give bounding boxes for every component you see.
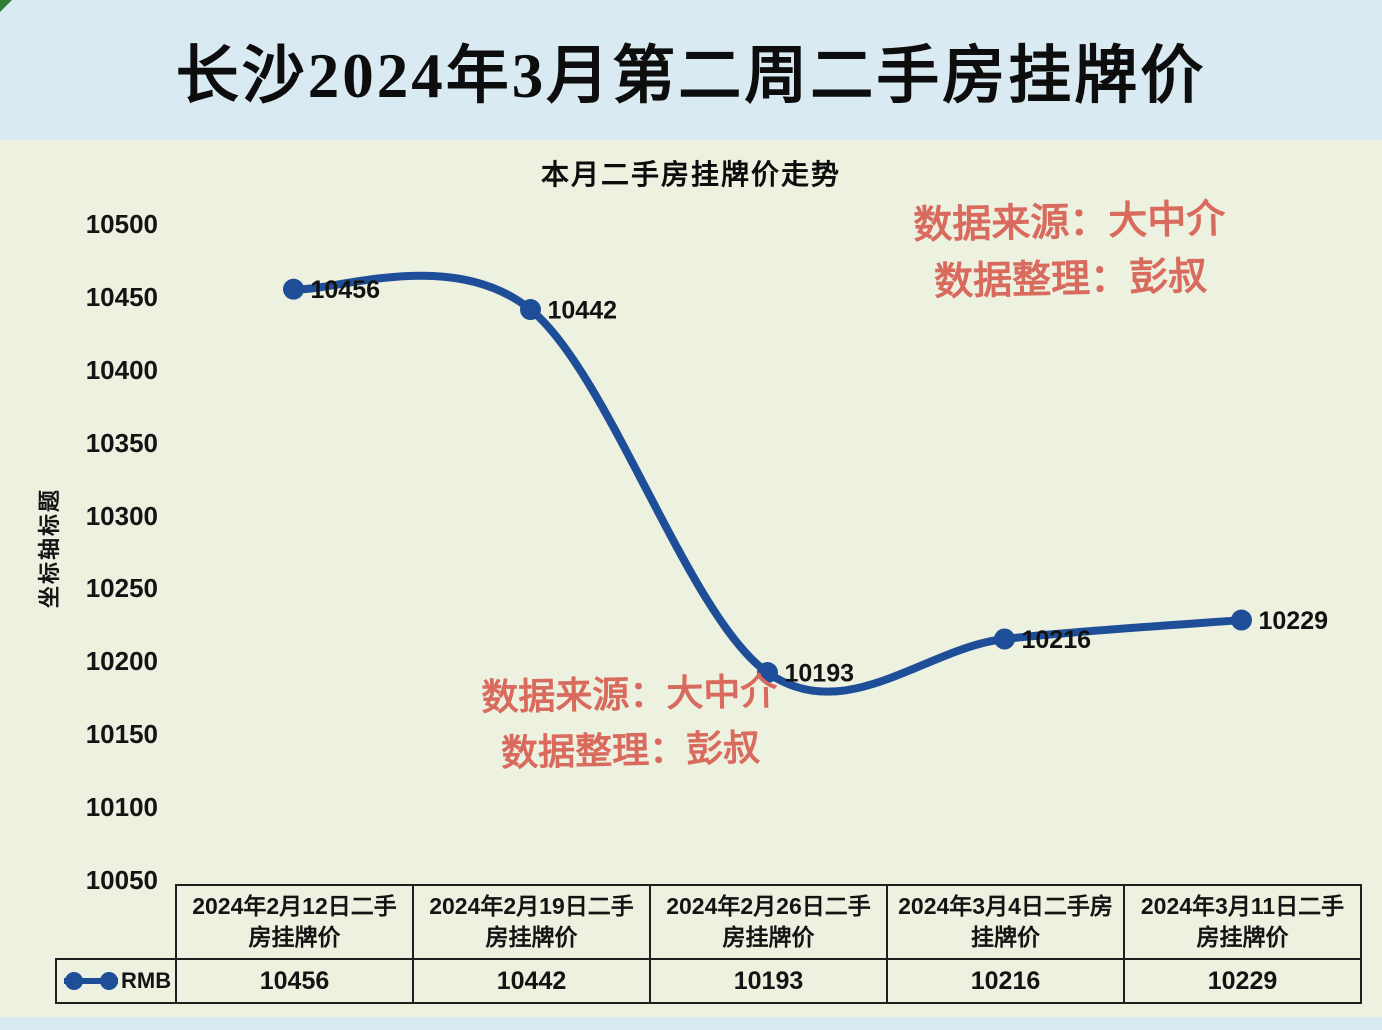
watermark-center: 数据来源：大中介 数据整理：彭叔 (419, 664, 841, 784)
watermark-source-line: 数据来源：大中介 (481, 671, 778, 720)
watermark-top-right: 数据来源：大中介 数据整理：彭叔 (849, 190, 1291, 312)
table-corner-empty-cell (56, 885, 176, 959)
table-value-cell: 10456 (175, 958, 414, 1004)
data-point-marker (994, 628, 1015, 650)
y-axis-tick-label: 10200 (85, 646, 158, 677)
table-value-cell: 10216 (886, 958, 1125, 1004)
table-value-cell: 10193 (649, 958, 888, 1004)
y-axis-tick-label: 10300 (85, 500, 158, 531)
table-value-row: RMB 10456 10442 10193 10216 10229 (55, 958, 1362, 1004)
bottom-strip (0, 1017, 1382, 1030)
series-line (289, 271, 1246, 696)
data-table: 2024年2月12日二手房挂牌价 2024年2月19日二手房挂牌价 2024年2月2… (55, 884, 1362, 1004)
data-point-marker (1231, 609, 1252, 631)
table-header-cell: 2024年3月4日二手房挂牌价 (886, 884, 1125, 960)
page-title: 长沙2024年3月第二周二手房挂牌价 (175, 40, 1207, 111)
table-header-cell: 2024年3月11日二手房挂牌价 (1123, 884, 1362, 960)
watermark-editor-line: 数据整理：彭叔 (500, 727, 761, 775)
table-header-cell: 2024年2月26日二手房挂牌价 (649, 884, 888, 960)
y-axis-tick-labels: 10500 10450 10400 10350 10300 10250 10200 10150… (0, 140, 1382, 1030)
watermark-source-line: 数据来源：大中介 (912, 197, 1226, 248)
legend: RMB (57, 968, 175, 994)
data-point-label: 10193 (785, 660, 855, 688)
data-point-label: 10216 (1022, 626, 1092, 654)
chart-title: 本月二手房挂牌价走势 (540, 159, 841, 190)
legend-cell: RMB (55, 958, 177, 1004)
data-point-label: 10229 (1259, 607, 1329, 635)
table-header-cell: 2024年2月12日二手房挂牌价 (175, 884, 414, 960)
chart-area: 本月二手房挂牌价走势 坐标轴标题 10500 10450 10400 10350 103… (0, 140, 1382, 1030)
table-value-cell: 10229 (1123, 958, 1362, 1004)
data-point-marker (283, 278, 304, 300)
data-point-label: 10442 (548, 297, 618, 325)
data-point-marker (520, 299, 541, 321)
legend-series-name: RMB (121, 968, 172, 993)
page-title-bar: 长沙2024年3月第二周二手房挂牌价 (0, 0, 1382, 140)
table-value-cell: 10442 (412, 958, 651, 1004)
y-axis-tick-label: 10400 (85, 354, 158, 385)
y-axis-tick-label: 10350 (85, 427, 158, 458)
y-axis-tick-label: 10150 (85, 719, 158, 750)
data-point-marker (757, 662, 778, 684)
series-legend-marker-icon (64, 972, 118, 990)
y-axis-tick-label: 10450 (85, 281, 158, 312)
table-header-row: 2024年2月12日二手房挂牌价 2024年2月19日二手房挂牌价 2024年2月2… (56, 884, 1362, 960)
y-axis-tick-label: 10500 (85, 209, 158, 239)
corner-marker-icon (0, 0, 12, 12)
y-axis-tick-label: 10250 (85, 573, 158, 604)
y-axis-tick-label: 10050 (85, 865, 158, 895)
watermark-editor-line: 数据整理：彭叔 (933, 254, 1208, 304)
line-plot: 10456 10442 10193 10216 10229 (283, 271, 1329, 696)
y-axis-tick-label: 10100 (85, 792, 158, 823)
table-header-cell: 2024年2月19日二手房挂牌价 (412, 884, 651, 960)
data-point-label: 10456 (311, 276, 381, 304)
